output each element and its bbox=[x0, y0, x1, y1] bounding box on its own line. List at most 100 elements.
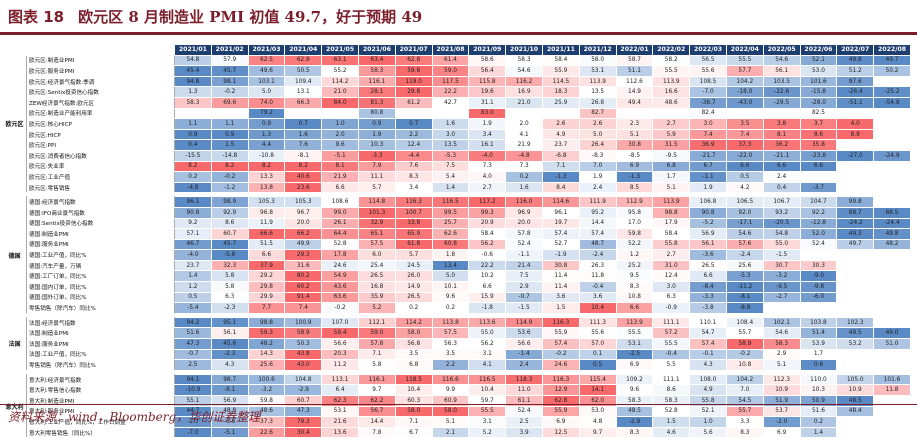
value-cell: 28.1 bbox=[357, 86, 396, 98]
value-cell: 51.2 bbox=[836, 65, 875, 77]
value-cell bbox=[873, 249, 911, 261]
value-cell: 49.8 bbox=[836, 54, 875, 67]
value-cell: -43.0 bbox=[725, 96, 764, 109]
value-cell: 0.2 bbox=[799, 416, 838, 428]
value-cell: -1.5 bbox=[762, 249, 801, 261]
value-cell: 112.9 bbox=[615, 196, 654, 208]
value-cell: -0.1 bbox=[689, 348, 727, 361]
value-cell: 46.7 bbox=[174, 238, 212, 251]
value-cell: 6.8 bbox=[394, 359, 433, 371]
value-cell: 0.5 bbox=[578, 359, 617, 371]
value-cell: 16.9 bbox=[505, 86, 543, 98]
value-cell: 62.9 bbox=[284, 54, 323, 67]
value-cell: 92.9 bbox=[210, 206, 249, 219]
value-cell: 4.0 bbox=[468, 171, 507, 183]
value-cell: 20.0 bbox=[505, 217, 543, 230]
value-cell: 52.2 bbox=[615, 238, 654, 251]
column-header: 2022/03 bbox=[689, 44, 727, 56]
value-cell: 42.7 bbox=[431, 96, 470, 109]
value-cell bbox=[505, 107, 543, 120]
value-cell: 58.6 bbox=[468, 54, 507, 67]
figure-header: 图表 18 欧元区 8 月制造业 PMI 初值 49.7，好于预期 49 bbox=[0, 0, 917, 35]
value-cell: 56.2 bbox=[468, 238, 507, 251]
value-cell: -15.8 bbox=[799, 86, 838, 98]
value-cell bbox=[836, 281, 875, 293]
value-cell: 5.8 bbox=[210, 270, 249, 283]
value-cell: -2.9 bbox=[615, 416, 654, 428]
value-cell: -2.3 bbox=[210, 348, 249, 361]
value-cell: -5.8 bbox=[210, 249, 249, 261]
value-cell: 10.3 bbox=[357, 139, 396, 151]
value-cell: -5.3 bbox=[725, 270, 764, 283]
value-cell: 49.7 bbox=[873, 54, 911, 67]
value-cell: 116.3 bbox=[394, 196, 433, 208]
table-row: 德国:工厂订单，同比% 1.4 5.8 29.2 80.2 54.9 26.5 26.0 5.0… bbox=[3, 270, 911, 283]
value-cell: 6.6 bbox=[762, 160, 801, 173]
value-cell bbox=[873, 171, 911, 183]
column-header: 2021/12 bbox=[578, 44, 617, 56]
value-cell: 21.6 bbox=[321, 416, 359, 428]
value-cell: -22.0 bbox=[725, 149, 764, 162]
value-cell: 60.3 bbox=[394, 395, 433, 407]
value-cell: 106.5 bbox=[725, 196, 764, 208]
value-cell: -1.1 bbox=[505, 249, 543, 261]
value-cell: -8.4 bbox=[689, 281, 727, 293]
value-cell: -3.3 bbox=[357, 149, 396, 162]
value-cell: 108.4 bbox=[725, 316, 764, 329]
column-header: 2021/03 bbox=[247, 44, 286, 56]
indicator-label: 法国:工业产值，同比% bbox=[26, 348, 175, 361]
value-cell: -9.5 bbox=[652, 149, 691, 162]
value-cell: 45.7 bbox=[210, 65, 249, 77]
value-cell: 3.1 bbox=[468, 348, 507, 361]
value-cell: 8.1 bbox=[762, 128, 801, 141]
region-label: 法国 bbox=[2, 316, 27, 371]
value-cell: 1.9 bbox=[468, 118, 507, 130]
indicator-label: 德国:Sentix投资信心指数 bbox=[26, 217, 175, 230]
value-cell: 52.1 bbox=[689, 405, 727, 418]
value-cell: 57.4 bbox=[541, 338, 580, 350]
value-cell: 1.1 bbox=[210, 118, 249, 130]
value-cell: 53.1 bbox=[578, 65, 617, 77]
value-cell bbox=[321, 107, 359, 120]
value-cell: 61.4 bbox=[431, 54, 470, 67]
value-cell: 56.5 bbox=[689, 54, 727, 67]
value-cell: 6.0 bbox=[357, 249, 396, 261]
value-cell: 0.9 bbox=[174, 128, 212, 141]
value-cell bbox=[873, 405, 911, 418]
column-header: 2021/05 bbox=[321, 44, 359, 56]
value-cell: 111.9 bbox=[578, 196, 617, 208]
value-cell: -1.5 bbox=[505, 302, 543, 314]
value-cell: 6.9 bbox=[541, 416, 580, 428]
value-cell: 11.1 bbox=[357, 171, 396, 183]
value-cell: 6.6 bbox=[799, 160, 838, 173]
table-row: 法国:服务业PMI 47.3 45.6 48.2 50.3 56.6 57.8 56.8 56.… bbox=[3, 338, 911, 350]
value-cell: 61.8 bbox=[394, 238, 433, 251]
value-cell: 19.7 bbox=[541, 217, 580, 230]
value-cell: 12.4 bbox=[652, 270, 691, 283]
value-cell: -17.1 bbox=[725, 217, 764, 230]
value-cell: 2.9 bbox=[505, 281, 543, 293]
value-cell: 13.5 bbox=[431, 139, 470, 151]
value-cell: 8.5 bbox=[615, 181, 654, 194]
value-cell: 55.5 bbox=[468, 405, 507, 418]
value-cell: 37.3 bbox=[247, 416, 286, 428]
value-cell: 105.3 bbox=[247, 196, 286, 208]
value-cell: 0.9 bbox=[210, 128, 249, 141]
value-cell bbox=[836, 181, 875, 194]
value-cell: 10.4 bbox=[468, 384, 507, 396]
indicator-label: 德国:国外订单，同比% bbox=[26, 291, 175, 304]
value-cell: 26.4 bbox=[578, 139, 617, 151]
heatmap-table: 2021/01 2021/02 2021/03 2021/04 2021/05 2021/… bbox=[2, 44, 911, 438]
value-cell bbox=[799, 302, 838, 314]
value-cell: 54.6 bbox=[762, 54, 801, 67]
value-cell bbox=[174, 107, 212, 120]
value-cell bbox=[725, 107, 764, 120]
value-cell: 58.0 bbox=[431, 405, 470, 418]
value-cell: 31.0 bbox=[652, 259, 691, 272]
value-cell: 55.6 bbox=[689, 65, 727, 77]
value-cell: 114.5 bbox=[541, 75, 580, 88]
value-cell: 100.6 bbox=[247, 373, 286, 386]
table-row: 欧元区:核心HICP 1.1 1.1 0.9 0.7 1.0 0.9 0.7 1.6 1.9 2.0… bbox=[3, 118, 911, 130]
value-cell: 82.5 bbox=[799, 107, 838, 120]
value-cell: 1.7 bbox=[652, 171, 691, 183]
